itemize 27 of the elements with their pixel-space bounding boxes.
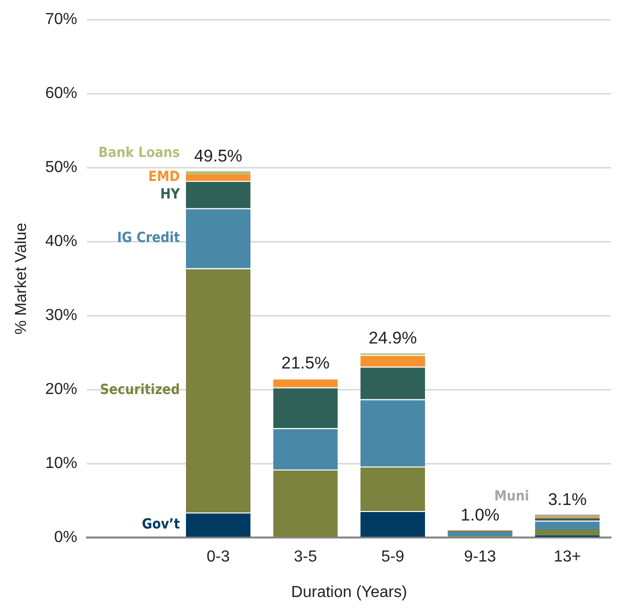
total-label: 24.9% xyxy=(368,328,417,348)
series-label: HY xyxy=(160,186,181,202)
y-tick-label: 10% xyxy=(45,455,78,472)
y-tick-label: 50% xyxy=(45,159,78,176)
total-label: 49.5% xyxy=(194,146,242,166)
series-label: Securitized xyxy=(100,382,180,398)
series-label: EMD xyxy=(148,169,180,186)
y-axis-title: % Market Value xyxy=(13,222,30,334)
x-axis-title: Duration (Years) xyxy=(291,584,408,601)
x-tick-label: 0-3 xyxy=(206,548,230,566)
total-label: 21.5% xyxy=(281,354,330,373)
total-label: 3.1% xyxy=(548,490,587,509)
x-tick-label: 13+ xyxy=(554,548,581,566)
y-tick-label: 20% xyxy=(45,381,78,398)
y-tick-label: 0% xyxy=(54,529,78,546)
x-tick-label: 3-5 xyxy=(294,548,318,566)
series-label: Bank Loans xyxy=(98,144,180,161)
series-label: Gov’t xyxy=(142,516,180,532)
y-tick-label: 70% xyxy=(45,11,78,28)
y-tick-label: 30% xyxy=(45,307,78,324)
x-tick-label: 9-13 xyxy=(464,548,496,566)
y-tick-label: 40% xyxy=(45,233,78,250)
y-tick-label: 60% xyxy=(45,85,78,102)
series-label: IG Credit xyxy=(117,230,180,246)
series-label: Muni xyxy=(494,488,530,504)
total-label: 1.0% xyxy=(460,505,500,524)
x-tick-label: 5-9 xyxy=(381,548,404,566)
